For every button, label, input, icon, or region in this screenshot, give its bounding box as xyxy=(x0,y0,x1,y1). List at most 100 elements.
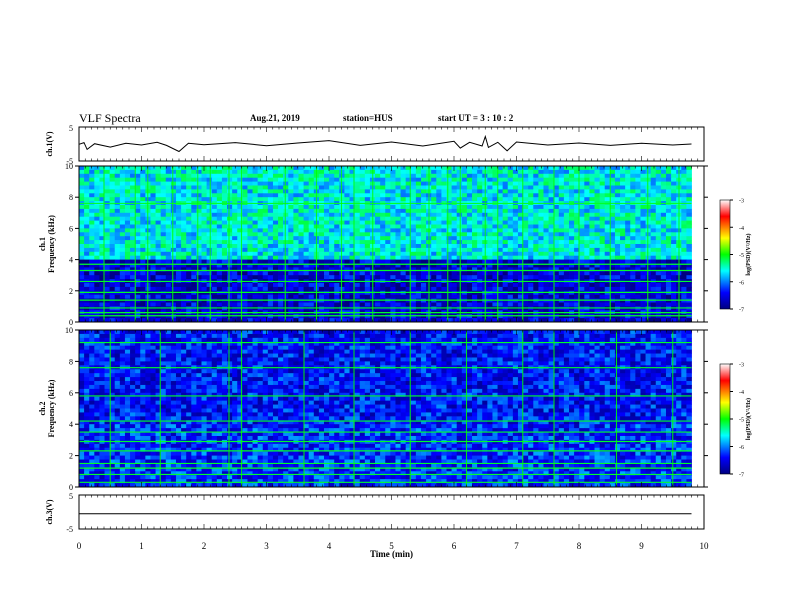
ch1-spectrogram-cell xyxy=(451,216,458,221)
ch1-spectrogram-cell xyxy=(130,208,136,214)
ch1-spectrogram-cell xyxy=(298,224,304,229)
ch1-spectrogram-cell xyxy=(558,283,565,288)
ch1-spectrogram-cell xyxy=(609,185,616,190)
ch1-spectrogram-cell xyxy=(196,286,202,292)
ch1-spectrogram-cell xyxy=(278,189,284,194)
ch1-spectrogram-cell xyxy=(645,208,652,214)
ch1-spectrogram-cell xyxy=(461,236,468,241)
ch1-spectrogram-cell xyxy=(349,267,356,272)
ch1-spectrogram-cell xyxy=(196,267,202,272)
ch1-spectrogram-cell xyxy=(640,208,646,214)
ch1-spectrogram-cell xyxy=(543,216,549,221)
ch1-spectrogram-cell xyxy=(436,216,442,221)
ch1-spectrogram-cell xyxy=(288,247,294,253)
ch1-spectrogram-cell xyxy=(441,294,447,299)
ch1-spectrogram-cell xyxy=(574,236,580,241)
ch1-spectrogram-cell xyxy=(165,205,172,210)
ch1-spectrogram-cell xyxy=(640,263,646,268)
ch1-spectrogram-cell xyxy=(543,208,549,214)
ch1-spectrogram-cell xyxy=(196,185,202,190)
ch1-spectrogram-cell xyxy=(206,267,213,272)
ch1-spectrogram-cell xyxy=(671,185,677,190)
ch1-spectrogram-cell xyxy=(99,177,105,182)
ch1-spectrogram-cell xyxy=(497,294,504,299)
ch1-spectrogram-cell xyxy=(344,267,350,272)
ch1-spectrogram-cell xyxy=(84,228,90,233)
ch1-spectrogram-cell xyxy=(119,259,126,264)
ch1-spectrogram-cell xyxy=(150,259,156,264)
ch1-spectrogram-cell xyxy=(665,294,672,299)
ch1-spectrogram-cell xyxy=(574,228,580,233)
ch1-spectrogram-cell xyxy=(160,173,167,179)
ch1-spectrogram-cell xyxy=(344,255,350,260)
ch1-spectrogram-cell xyxy=(170,263,177,268)
ch1-spectrogram-cell xyxy=(451,169,458,175)
ch1-spectrogram-cell xyxy=(349,283,356,288)
ch1-spectrogram-cell xyxy=(380,208,386,214)
ch1-spectrogram-cell xyxy=(512,208,519,214)
ch1-spectrogram-cell xyxy=(375,197,381,202)
ch1-spectrogram-cell xyxy=(538,286,544,292)
ch1-spectrogram-cell xyxy=(375,259,381,264)
ch1-spectrogram-cell xyxy=(446,236,452,241)
ch1-spectrogram-cell xyxy=(272,251,279,257)
ch1-spectrogram-cell xyxy=(665,205,672,210)
ch1-spectrogram-cell xyxy=(650,255,657,260)
ch1-spectrogram-cell xyxy=(278,263,284,268)
ch1-spectrogram-cell xyxy=(288,185,294,190)
ch1-spectrogram-cell xyxy=(630,185,636,190)
ch1-spectrogram-cell xyxy=(339,267,345,272)
ch1-spectrogram-cell xyxy=(512,267,519,272)
ch2-spectrogram-cell xyxy=(390,330,396,335)
ch1-spectrogram-cell xyxy=(492,193,498,198)
ch1-spectrogram-cell xyxy=(420,267,427,272)
ch1-spectrogram-cell xyxy=(523,267,529,272)
ch1-spectrogram-cell xyxy=(609,216,616,221)
ch1-spectrogram-cell xyxy=(446,193,452,198)
ch1-spectrogram-cell xyxy=(487,169,493,175)
ch1-spectrogram-cell xyxy=(686,294,692,299)
ch1-spectrogram-cell xyxy=(364,173,371,179)
ch1-spectrogram-cell xyxy=(497,169,504,175)
ch1-spectrogram-cell xyxy=(257,263,264,268)
ch1-spectrogram-cell xyxy=(329,286,335,292)
ch1-spectrogram-cell xyxy=(359,251,366,257)
ch1-spectrogram-cell xyxy=(364,216,371,221)
ch1-spectrogram-cell xyxy=(227,318,233,323)
ch1-spectrogram-cell xyxy=(293,294,299,299)
ch1-spectrogram-cell xyxy=(272,271,279,276)
ch1-spectrogram-cell xyxy=(89,173,95,179)
ch1-spectrogram-cell xyxy=(533,271,539,276)
ch1-spectrogram-cell xyxy=(451,205,458,210)
ch1-spectrogram-cell xyxy=(625,166,631,171)
ch1-spectrogram-cell xyxy=(206,232,213,237)
ch1-spectrogram-cell xyxy=(170,208,177,214)
ch1-spectrogram-cell xyxy=(324,318,330,323)
ch1-spectrogram-cell xyxy=(114,166,121,171)
ch1-spectrogram-cell xyxy=(599,244,606,249)
ch1-spectrogram-cell xyxy=(461,220,468,225)
ch1-spectrogram-cell xyxy=(206,205,213,210)
ch1-spectrogram-cell xyxy=(354,212,361,218)
ch1-spectrogram-cell xyxy=(232,216,238,221)
ch1-spectrogram-cell xyxy=(288,169,294,175)
ch1-spectrogram-cell xyxy=(466,232,473,237)
ch1-spectrogram-cell xyxy=(681,181,687,186)
ch1-spectrogram-cell xyxy=(124,228,131,233)
ch1-spectrogram-cell xyxy=(339,236,345,241)
ch1-spectrogram-cell xyxy=(451,318,458,323)
ch1-spectrogram-cell xyxy=(349,177,356,182)
ch1-spectrogram-cell xyxy=(283,275,289,280)
ch1-spectrogram-cell xyxy=(466,228,473,233)
ch1-spectrogram-cell xyxy=(640,228,646,233)
ch1-spectrogram-cell xyxy=(104,240,111,245)
ch1-spectrogram-cell xyxy=(150,251,156,257)
ch1-spectrogram-cell xyxy=(385,240,391,245)
ch1-spectrogram-cell xyxy=(272,216,279,221)
ch1-spectrogram-cell xyxy=(349,220,356,225)
ch1-spectrogram-cell xyxy=(89,193,95,198)
ch1-spectrogram-cell xyxy=(410,302,417,307)
ch1-spectrogram-cell xyxy=(523,318,529,323)
ch1-spectrogram-cell xyxy=(472,275,478,280)
ch1-spectrogram-cell xyxy=(135,181,141,186)
